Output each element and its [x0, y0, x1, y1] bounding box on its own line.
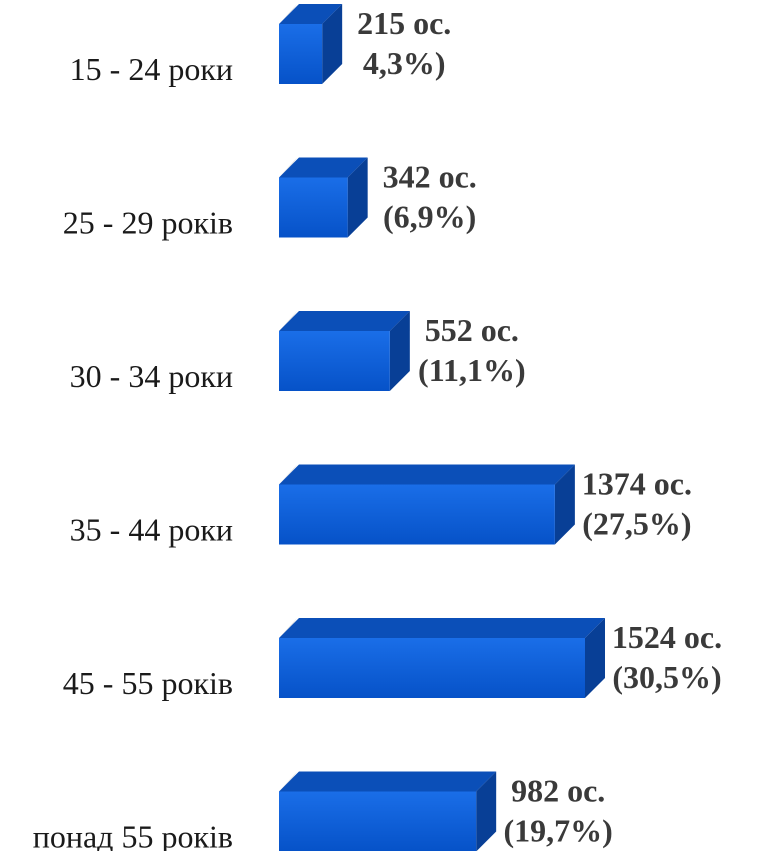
category-label: 35 - 44 роки: [70, 512, 233, 548]
value-label: 552 ос.: [425, 312, 519, 348]
bar-top-face: [279, 311, 410, 331]
category-label: 25 - 29 років: [63, 205, 233, 241]
bars-layer: 15 - 24 роки 215 ос. 4,3%) 25 - 29 років 342…: [33, 4, 722, 851]
bar-top-face: [279, 771, 497, 792]
value-label: 982 ос.: [511, 773, 605, 809]
bar-side-face: [554, 464, 575, 545]
percent-label: (30,5%): [612, 659, 721, 695]
bar: [279, 331, 390, 391]
bar-side-face: [322, 4, 343, 84]
bar-group: [277, 311, 410, 391]
category-label: 30 - 34 роки: [70, 358, 233, 394]
bar-group: [277, 618, 605, 698]
bar-group: [277, 157, 368, 238]
bar-top-face: [279, 157, 368, 178]
value-label: 1374 ос.: [582, 466, 692, 502]
bar-group: [277, 464, 575, 545]
bar: [279, 638, 585, 698]
percent-label: 4,3%): [363, 45, 446, 81]
percent-label: (27,5%): [582, 506, 691, 542]
bar: [279, 177, 348, 238]
bar-side-face: [585, 618, 605, 698]
bar-side-face: [476, 771, 497, 851]
bar-group: [277, 771, 497, 851]
bar: [279, 24, 323, 84]
bar-top-face: [279, 618, 605, 638]
value-label: 1524 ос.: [612, 619, 722, 655]
category-label: понад 55 років: [33, 819, 233, 851]
percent-label: (6,9%): [383, 199, 476, 235]
bar-top-face: [279, 4, 343, 24]
percent-label: (11,1%): [418, 352, 526, 388]
value-label: 342 ос.: [383, 159, 477, 195]
bar-group: [277, 4, 343, 84]
percent-label: (19,7%): [504, 813, 613, 849]
bar-side-face: [389, 311, 410, 391]
bar: [279, 484, 555, 545]
bar: [279, 791, 477, 851]
bar-top-face: [279, 464, 575, 485]
value-label: 215 ос.: [357, 5, 451, 41]
category-label: 45 - 55 років: [63, 665, 233, 701]
bar-side-face: [347, 157, 368, 238]
category-label: 15 - 24 роки: [70, 51, 233, 87]
